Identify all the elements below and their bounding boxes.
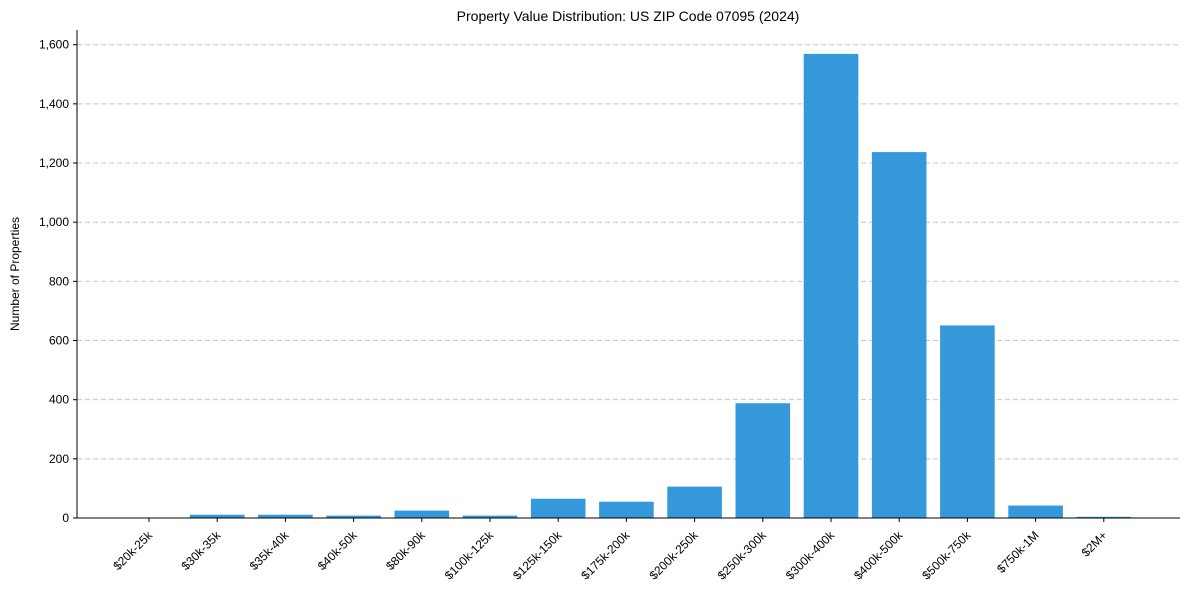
bar <box>599 501 654 518</box>
x-tick-label: $500k-750k <box>919 528 974 583</box>
y-tick-label: 1,000 <box>39 215 69 229</box>
y-tick-label: 1,600 <box>39 38 69 52</box>
bar <box>871 152 927 518</box>
bar <box>189 514 245 518</box>
y-tick-label: 600 <box>49 334 69 348</box>
x-tick-label: $125k-150k <box>510 528 565 583</box>
bar <box>394 510 450 518</box>
y-tick-label: 400 <box>49 393 69 407</box>
x-tick-label: $200k-250k <box>646 528 701 583</box>
x-tick-label: $2M+ <box>1079 528 1110 559</box>
y-ticks: 0 200 400 600 800 1,000 1,200 1,400 1,600 <box>39 38 77 525</box>
bar <box>462 515 518 518</box>
y-tick-label: 0 <box>62 511 69 525</box>
bar <box>940 325 995 518</box>
bar <box>1008 505 1063 518</box>
x-tick-label: $30k-35k <box>179 528 225 574</box>
y-tick-label: 800 <box>49 274 69 288</box>
axes <box>76 30 1180 519</box>
y-tick-label: 1,400 <box>39 97 69 111</box>
x-ticks: $20k-25k $30k-35k $35k-40k $40k-50k $80k-90k… <box>110 518 1110 582</box>
y-axis-label: Number of Properties <box>8 217 22 331</box>
x-tick-label: $400k-500k <box>851 528 906 583</box>
x-tick-label: $80k-90k <box>383 528 429 574</box>
chart-title: Property Value Distribution: US ZIP Code… <box>457 8 800 24</box>
x-tick-label: $300k-400k <box>783 528 838 583</box>
gridlines <box>77 44 1180 460</box>
x-tick-label: $750k-1M <box>994 528 1042 576</box>
x-tick-label: $100k-125k <box>442 528 497 583</box>
x-tick-label: $250k-300k <box>715 528 770 583</box>
x-tick-label: $20k-25k <box>110 528 156 574</box>
bar <box>735 403 791 518</box>
y-tick-label: 1,200 <box>39 156 69 170</box>
bars <box>189 53 1132 519</box>
x-tick-label: $40k-50k <box>315 528 361 574</box>
x-tick-label: $35k-40k <box>247 528 293 574</box>
bar <box>1076 516 1132 518</box>
bar <box>803 53 859 519</box>
x-tick-label: $175k-200k <box>578 528 633 583</box>
bar <box>667 486 722 518</box>
bar <box>530 498 586 518</box>
bar <box>326 515 381 518</box>
bar <box>258 514 313 518</box>
y-tick-label: 200 <box>49 452 69 466</box>
